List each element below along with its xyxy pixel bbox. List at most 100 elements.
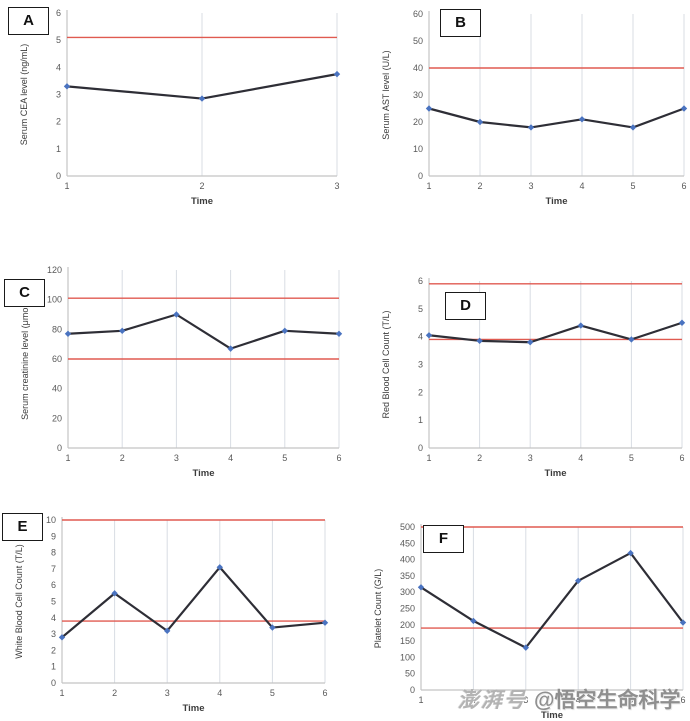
data-point (164, 627, 171, 635)
y-tick-label: 2 (56, 117, 61, 127)
y-tick-label: 4 (56, 62, 61, 72)
panel-label-d: D (445, 292, 486, 320)
data-point (335, 330, 343, 337)
data-point (198, 95, 206, 102)
x-axis-title: Time (544, 468, 566, 479)
data-line (67, 313, 340, 350)
y-tick-label: 5 (51, 597, 56, 607)
x-tick-label: 2 (477, 453, 482, 463)
data-point (417, 584, 425, 591)
x-tick-label: 3 (528, 181, 533, 191)
data-point (63, 83, 71, 90)
y-axis-title: Serum AST level (U/L) (381, 50, 391, 139)
x-tick-label: 2 (477, 181, 482, 191)
y-tick-label: 50 (413, 36, 423, 46)
x-tick-label: 3 (528, 453, 533, 463)
data-point (680, 105, 688, 112)
data-point (119, 327, 126, 335)
y-tick-label: 5 (418, 304, 423, 314)
data-point (578, 116, 586, 123)
chart-f-svg: 0 50 100 150 200 250 300 350 400 450 500 1 2 3 4 5 6 Plat… (373, 522, 687, 721)
y-tick-label: 1 (418, 415, 423, 425)
x-tick-label: 3 (165, 688, 170, 698)
data-line (428, 321, 683, 344)
panel-label-b: B (440, 9, 481, 37)
x-tick-label: 2 (471, 695, 476, 705)
x-tick-label: 6 (680, 695, 685, 705)
data-line (428, 107, 685, 129)
chart-panel-a: 0 1 2 3 4 5 6 1 2 3 Serum CEA level (ng/mL) Time A (0, 4, 345, 212)
data-point (64, 330, 72, 337)
y-tick-label: 250 (400, 604, 415, 614)
panel-label-a: A (8, 7, 49, 35)
data-line (61, 566, 326, 639)
chart-panel-c: 0 20 40 60 80 100 120 1 2 3 4 5 6 Serum creatinine le… (0, 256, 345, 484)
y-tick-label: 100 (400, 652, 415, 662)
y-tick-label: 450 (400, 538, 415, 548)
x-tick-label: 4 (217, 688, 222, 698)
x-tick-label: 1 (426, 453, 431, 463)
x-tick-label: 1 (64, 181, 69, 191)
y-tick-label: 100 (47, 295, 62, 305)
y-tick-label: 300 (400, 587, 415, 597)
x-tick-label: 6 (679, 453, 684, 463)
x-tick-label: 4 (576, 695, 581, 705)
y-tick-label: 400 (400, 555, 415, 565)
panel-label-c: C (4, 279, 45, 307)
y-tick-label: 4 (51, 613, 56, 623)
y-tick-label: 0 (56, 171, 61, 181)
x-tick-label: 4 (579, 181, 584, 191)
y-tick-label: 1 (56, 144, 61, 154)
watermark: 澎湃号 @悟空生命科学 (458, 684, 680, 714)
x-tick-label: 2 (199, 181, 204, 191)
y-tick-label: 6 (418, 276, 423, 286)
chart-b-svg: 0 10 20 30 40 50 60 1 2 3 4 5 6 Serum AST level (U/L)… (381, 9, 688, 207)
y-tick-label: 60 (52, 354, 62, 364)
x-axis-title: Time (182, 703, 204, 714)
panel-label-f: F (423, 525, 464, 553)
panel-label-e: E (2, 513, 43, 541)
x-tick-label: 1 (59, 688, 64, 698)
y-axis-title: Serum CEA level (ng/mL) (19, 44, 29, 146)
data-point (173, 311, 180, 318)
y-tick-label: 20 (52, 413, 62, 423)
data-point (333, 70, 341, 78)
data-point (476, 337, 483, 345)
y-tick-label: 60 (413, 9, 423, 19)
y-tick-label: 30 (413, 90, 423, 100)
y-tick-label: 50 (405, 669, 415, 679)
y-tick-label: 40 (413, 63, 423, 73)
y-tick-label: 0 (57, 443, 62, 453)
data-point (577, 322, 584, 329)
y-tick-label: 8 (51, 548, 56, 558)
x-tick-label: 6 (336, 453, 341, 463)
x-tick-label: 5 (282, 453, 287, 463)
y-tick-label: 2 (418, 387, 423, 397)
y-axis-title: Platelet Count (G/L) (373, 569, 383, 649)
y-tick-label: 6 (56, 8, 61, 18)
data-point (629, 124, 637, 131)
x-axis-title: Time (545, 196, 567, 207)
y-tick-label: 0 (410, 685, 415, 695)
y-tick-label: 3 (51, 629, 56, 639)
watermark-account-name: @悟空生命科学 (534, 689, 681, 712)
y-tick-label: 0 (418, 443, 423, 453)
x-tick-label: 3 (334, 181, 339, 191)
x-tick-label: 5 (270, 688, 275, 698)
data-point (476, 118, 484, 126)
y-tick-label: 10 (413, 144, 423, 154)
data-point (425, 332, 433, 339)
x-tick-label: 2 (120, 453, 125, 463)
y-tick-label: 7 (51, 564, 56, 574)
y-tick-label: 3 (56, 90, 61, 100)
x-tick-label: 4 (228, 453, 233, 463)
data-point (628, 336, 635, 343)
x-tick-label: 6 (322, 688, 327, 698)
data-point (678, 319, 686, 326)
x-tick-label: 6 (681, 181, 686, 191)
data-point (281, 327, 288, 335)
y-tick-label: 200 (400, 620, 415, 630)
